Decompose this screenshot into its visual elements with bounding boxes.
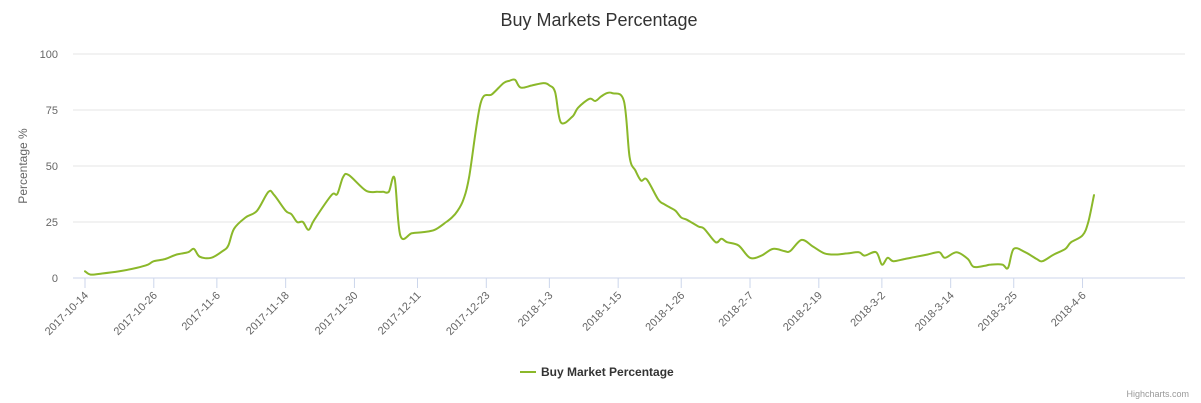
grid-lines	[73, 53, 1185, 279]
y-axis-ticks: 0 25 50 75 100	[40, 49, 58, 285]
credits-link[interactable]: Highcharts.com	[1126, 389, 1189, 399]
y-tick-label: 100	[40, 49, 58, 61]
series-layer	[84, 78, 1095, 276]
series-line[interactable]	[84, 78, 1095, 276]
chart-title: Buy Markets Percentage	[500, 10, 697, 30]
y-axis-label: Percentage %	[16, 128, 30, 204]
legend-item-label[interactable]: Buy Market Percentage	[541, 365, 674, 379]
y-tick-label: 75	[46, 105, 58, 117]
y-tick-label: 0	[52, 273, 58, 285]
y-tick-label: 50	[46, 161, 58, 173]
y-tick-label: 25	[46, 217, 58, 229]
legend[interactable]: Buy Market Percentage	[520, 365, 674, 379]
